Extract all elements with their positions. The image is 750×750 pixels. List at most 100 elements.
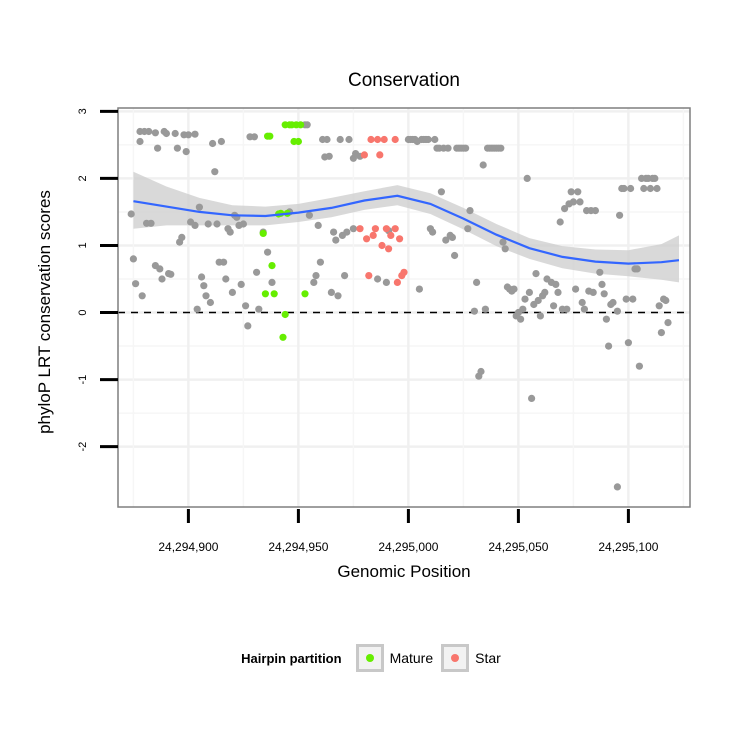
data-point-other <box>609 298 617 307</box>
y-tick-label: -1 <box>77 375 89 385</box>
data-point-other <box>132 280 140 288</box>
data-point-other <box>466 207 474 215</box>
data-point-other <box>580 305 589 313</box>
legend-key-star <box>441 644 470 672</box>
y-tick-label: 3 <box>77 108 89 114</box>
data-point-other <box>521 295 529 303</box>
data-point-star <box>400 268 408 276</box>
data-point-other <box>655 302 663 310</box>
data-point-other <box>204 220 212 228</box>
data-point-mature <box>270 290 278 298</box>
data-point-other <box>462 144 470 152</box>
data-point-other <box>664 319 672 327</box>
data-point-other <box>627 184 635 193</box>
data-point-star <box>385 245 393 253</box>
data-point-other <box>382 278 390 286</box>
data-point-other <box>620 184 628 193</box>
data-point-star <box>369 231 377 239</box>
data-point-other <box>138 292 146 300</box>
data-point-other <box>264 248 272 256</box>
data-point-other <box>330 228 338 236</box>
data-point-star <box>365 272 373 280</box>
data-point-other <box>202 292 210 300</box>
legend-item-star: Star <box>441 644 501 672</box>
data-point-other <box>662 296 670 305</box>
data-point-mature <box>297 121 305 129</box>
data-point-other <box>314 221 322 229</box>
data-point-other <box>554 288 562 296</box>
data-point-star <box>356 225 364 233</box>
data-point-other <box>239 220 247 228</box>
data-point-mature <box>268 262 276 270</box>
y-tick-label: 0 <box>77 309 89 315</box>
data-point-other <box>510 285 518 293</box>
data-point-other <box>613 307 622 315</box>
x-tick-label: 24,294,900 <box>158 540 218 554</box>
data-point-other <box>171 129 179 138</box>
data-point-other <box>305 211 313 219</box>
data-point-other <box>561 205 569 213</box>
data-point-other <box>253 268 261 276</box>
data-point-other <box>268 278 276 286</box>
data-point-other <box>213 220 221 228</box>
data-point-other <box>534 296 542 305</box>
data-point-star <box>387 231 395 239</box>
data-point-other <box>528 394 536 402</box>
data-point-other <box>525 288 534 296</box>
data-point-star <box>393 278 401 286</box>
data-point-other <box>136 137 144 146</box>
data-point-other <box>536 312 545 320</box>
data-point-other <box>336 135 344 144</box>
data-point-other <box>501 245 509 253</box>
data-point-other <box>567 188 575 196</box>
data-point-other <box>602 315 611 323</box>
data-point-other <box>195 203 203 211</box>
data-point-other <box>572 285 580 293</box>
data-point-other <box>479 161 487 169</box>
data-point-other <box>444 144 452 152</box>
data-point-star <box>378 241 386 250</box>
data-point-other <box>629 295 637 303</box>
data-point-other <box>310 278 318 286</box>
data-point-other <box>633 265 641 273</box>
data-point-other <box>499 238 507 246</box>
data-point-other <box>431 135 439 144</box>
data-point-other <box>191 221 199 229</box>
data-point-other <box>640 184 648 193</box>
data-point-other <box>250 133 258 141</box>
data-point-other <box>193 305 201 313</box>
y-axis-label: phyloP LRT conservation scores <box>35 190 54 434</box>
data-point-other <box>576 198 584 206</box>
data-point-other <box>349 225 357 233</box>
data-point-other <box>209 139 217 148</box>
data-point-other <box>451 251 459 260</box>
data-point-other <box>635 362 644 370</box>
data-point-other <box>167 270 175 278</box>
data-point-other <box>517 315 525 323</box>
data-point-other <box>424 135 432 144</box>
data-point-other <box>206 298 214 307</box>
data-point-other <box>220 258 228 266</box>
axes: -2 -1 0 1 2 3 24,294,900 24,294,950 24,295,000 24… <box>77 108 659 554</box>
data-point-other <box>345 135 353 144</box>
data-point-star <box>382 225 390 233</box>
data-point-other <box>200 282 208 290</box>
data-point-other <box>523 174 531 182</box>
data-point-other <box>448 233 456 241</box>
data-point-other <box>481 305 489 313</box>
data-point-other <box>129 255 137 263</box>
data-point-other <box>563 305 571 313</box>
data-point-other <box>162 129 170 138</box>
data-point-other <box>657 329 666 337</box>
data-point-mature <box>261 290 269 298</box>
data-point-other <box>255 305 263 313</box>
data-point-mature <box>281 310 289 319</box>
data-point-other <box>624 339 633 347</box>
data-point-star <box>367 135 375 144</box>
data-point-other <box>616 211 624 219</box>
data-point-other <box>156 265 164 273</box>
data-point-other <box>646 184 655 193</box>
legend-dot-star-icon <box>451 654 460 662</box>
legend: Hairpin partition Mature Star <box>0 640 750 676</box>
data-point-other <box>323 135 331 144</box>
